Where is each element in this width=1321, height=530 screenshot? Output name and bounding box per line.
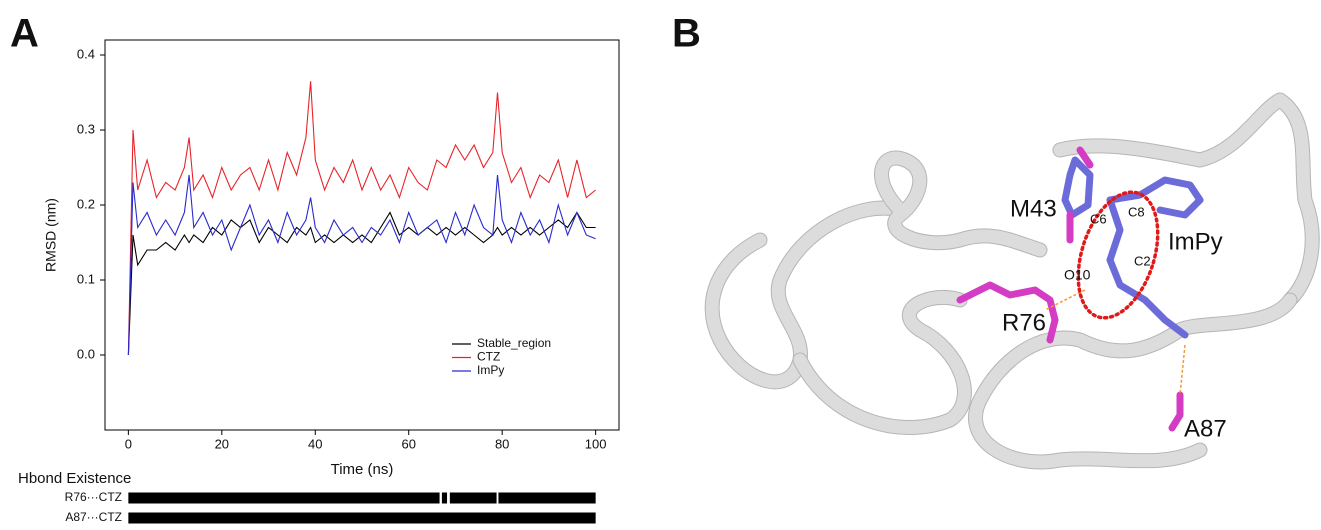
structure-label: C6 [1090, 211, 1107, 226]
x-tick-label: 0 [125, 436, 132, 451]
structure-image [704, 92, 1320, 470]
x-tick-label: 100 [585, 436, 607, 451]
legend-label: ImPy [477, 363, 504, 377]
existence-bar [449, 492, 497, 504]
structure-label: M43 [1010, 195, 1057, 222]
row-label: R76···CTZ [65, 490, 122, 504]
y-tick-label: 0.2 [77, 196, 95, 211]
row-label: A87···CTZ [65, 510, 122, 524]
x-axis-label: Time (ns) [331, 461, 394, 478]
structure-label: C2 [1134, 253, 1151, 268]
y-tick-label: 0.4 [77, 46, 95, 61]
structure-label: R76 [1002, 309, 1046, 336]
existence-bar [441, 492, 448, 504]
series-line [127, 174, 596, 356]
x-tick-label: 60 [401, 436, 415, 451]
existence-bar [128, 492, 440, 504]
panel-label: A [10, 12, 39, 56]
series-line [127, 81, 596, 356]
timeline-title: Hbond Existence [18, 470, 131, 487]
structure-label: ImPy [1168, 228, 1223, 255]
y-axis-label: RMSD (nm) [43, 198, 59, 272]
legend-label: Stable_region [477, 336, 551, 350]
y-tick-label: 0.3 [77, 121, 95, 136]
existence-bar [498, 492, 596, 504]
structure-label: A87 [1184, 415, 1227, 442]
series-line [127, 211, 596, 356]
existence-bar [128, 512, 596, 524]
x-tick-label: 80 [495, 436, 509, 451]
x-tick-label: 40 [308, 436, 322, 451]
y-tick-label: 0.1 [77, 271, 95, 286]
legend-label: CTZ [477, 350, 500, 364]
y-tick-label: 0.0 [77, 346, 95, 361]
plot-frame [104, 39, 620, 431]
structure-label: C8 [1128, 204, 1145, 219]
panel-label: B [672, 12, 701, 56]
x-tick-label: 20 [215, 436, 229, 451]
structure-label: O10 [1064, 267, 1091, 283]
